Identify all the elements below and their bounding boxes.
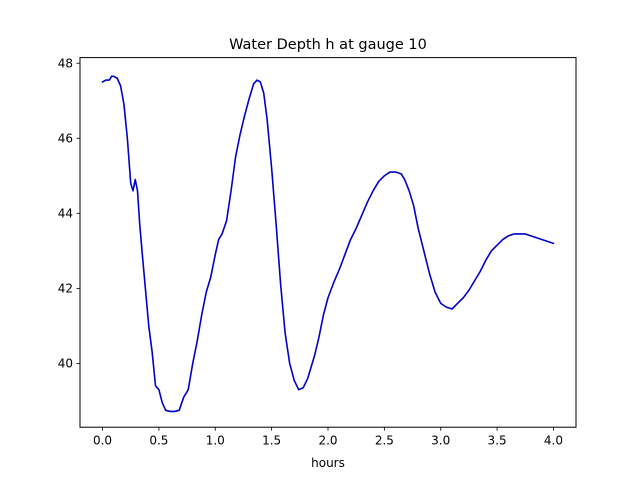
x-tick-label: 2.5 [375,434,394,448]
y-tick-label: 42 [58,282,73,296]
y-tick-label: 40 [58,357,73,371]
series-line-water-depth [101,75,555,413]
x-tick-label: 2.0 [318,434,337,448]
y-tick-label: 48 [58,57,73,71]
x-axis-label: hours [311,456,345,470]
chart-title: Water Depth h at gauge 10 [229,37,427,53]
x-tick-label: 1.0 [206,434,225,448]
x-tick-label: 0.5 [149,434,168,448]
x-axis-ticks: 0.0 0.5 1.0 1.5 2.0 2.5 3.0 3.5 4.0 [93,427,563,448]
y-axis-ticks: 40 42 44 46 48 [58,57,80,371]
x-tick-label: 3.5 [488,434,507,448]
x-tick-label: 4.0 [544,434,563,448]
y-tick-label: 44 [58,207,73,221]
x-tick-label: 0.0 [93,434,112,448]
y-tick-label: 46 [58,132,73,146]
series-layer [101,75,555,413]
x-tick-label: 1.5 [262,434,281,448]
plot-area-frame [79,57,577,428]
x-tick-label: 3.0 [431,434,450,448]
